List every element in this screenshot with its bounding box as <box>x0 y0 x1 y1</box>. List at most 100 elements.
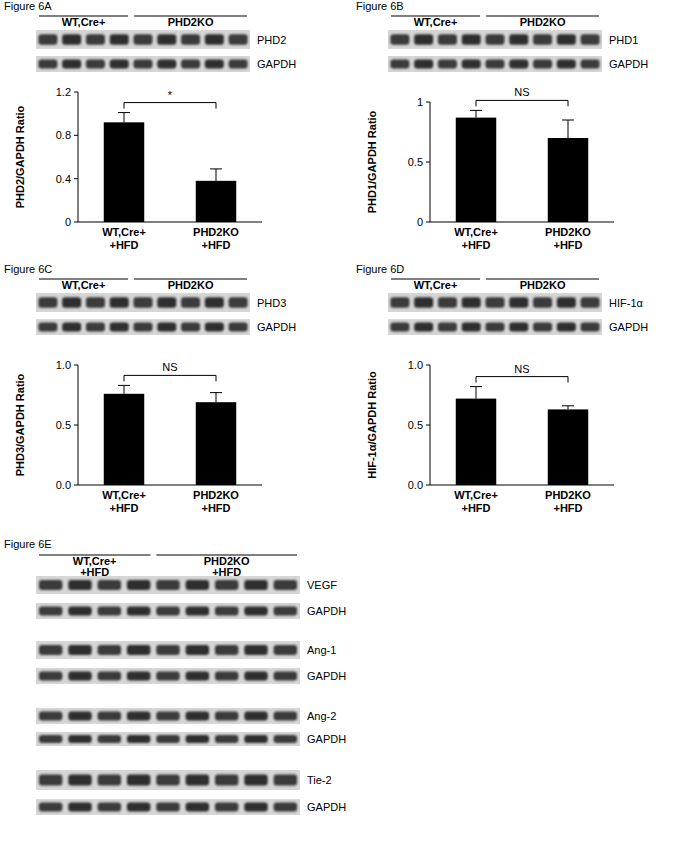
blot-band <box>38 34 57 45</box>
blot-band <box>39 774 62 785</box>
blot-band <box>229 297 248 308</box>
text-line: WT,Cre+ <box>62 279 106 291</box>
panel-title: Figure 6D <box>356 263 404 275</box>
blot-band <box>68 774 91 785</box>
blot-membrane <box>388 56 602 72</box>
text-line: PHD2KO <box>545 226 591 238</box>
blot-band <box>127 712 150 721</box>
panel-title: Figure 6C <box>4 263 52 275</box>
blot-band <box>157 323 176 332</box>
text-line: PHD2KO <box>193 489 239 501</box>
significance-label: * <box>168 89 173 101</box>
error-bar <box>562 120 574 138</box>
blot-band <box>533 34 552 45</box>
blot-band <box>509 297 528 308</box>
blot-band <box>156 607 179 616</box>
text-line: WT,Cre+ <box>414 16 458 28</box>
y-tick-label: 0 <box>417 216 423 228</box>
y-tick <box>74 365 78 366</box>
blot-band <box>215 735 238 743</box>
blot-band <box>86 34 105 45</box>
panel-6e: Figure 6EWT,Cre++HFDPHD2KO+HFDVEGFGAPDHA… <box>4 538 346 815</box>
y-tick-label: 0.5 <box>408 156 423 168</box>
category-label: WT,Cre++HFD <box>102 489 146 514</box>
y-tick-label: 1.0 <box>56 359 71 371</box>
error-bar <box>562 406 574 410</box>
error-cap <box>118 385 130 386</box>
blot-band <box>215 774 238 785</box>
blot-band <box>244 607 267 616</box>
blot-band <box>68 803 91 812</box>
error-bar <box>118 385 130 393</box>
blot-band <box>38 323 57 332</box>
text-line: +HFD <box>553 239 582 251</box>
blot-band <box>274 580 297 590</box>
blot-band <box>274 774 297 785</box>
blot-band <box>157 297 176 308</box>
group-label: WT,Cre++HFD <box>73 555 117 578</box>
text-line: +HFD <box>109 239 138 251</box>
band-label: PHD3 <box>257 297 286 309</box>
blot-band <box>38 60 57 69</box>
error-cap <box>210 168 222 169</box>
panel-title: Figure 6A <box>4 0 52 12</box>
blot-band <box>98 712 121 721</box>
blot-membrane <box>36 30 250 49</box>
significance-label: NS <box>514 363 529 375</box>
panel-title: Figure 6E <box>4 538 52 550</box>
band-label: VEGF <box>307 579 337 591</box>
blot-band <box>68 712 91 721</box>
significance-bracket <box>476 377 568 383</box>
blot-band <box>156 712 179 721</box>
blot-band <box>414 323 433 332</box>
figure: Figure 6AWT,Cre+PHD2KOPHD2GAPDH00.40.81.… <box>0 0 691 864</box>
blot-band <box>98 607 121 616</box>
panel: Figure 6AWT,Cre+PHD2KOPHD2GAPDH00.40.81.… <box>4 0 296 251</box>
blot-band <box>274 672 297 681</box>
blot-band <box>229 34 248 45</box>
bar <box>548 138 588 222</box>
band-label: GAPDH <box>307 670 346 682</box>
panel-title: Figure 6B <box>356 0 404 12</box>
group-label: PHD2KO+HFD <box>204 555 250 578</box>
blot-band <box>38 297 57 308</box>
category-label: PHD2KO+HFD <box>193 226 239 251</box>
blot-band <box>181 60 200 69</box>
blot-band <box>533 297 552 308</box>
error-stem <box>568 406 569 410</box>
y-tick <box>74 485 78 486</box>
panel: Figure 6BWT,Cre+PHD2KOPHD1GAPDH00.51PHD1… <box>356 0 648 251</box>
bars <box>456 387 588 485</box>
blot-band <box>244 712 267 721</box>
blot-membrane <box>36 732 300 746</box>
error-bar <box>470 387 482 399</box>
blot-band <box>274 803 297 812</box>
blot-band <box>39 803 62 812</box>
group-label: PHD2KO <box>168 279 214 291</box>
blot-band <box>274 607 297 616</box>
blot-band <box>156 774 179 785</box>
panel: Figure 6DWT,Cre+PHD2KOHIF-1αGAPDH0.00.51… <box>356 263 648 514</box>
significance-label: NS <box>162 361 177 373</box>
blot-band <box>274 712 297 721</box>
y-tick-label: 0.5 <box>56 419 71 431</box>
blot-band <box>244 774 267 785</box>
blot-band <box>581 60 600 69</box>
blot-band <box>244 645 267 655</box>
blot-band <box>39 712 62 721</box>
band-label: PHD2 <box>257 34 286 46</box>
text-line: +HFD <box>461 239 490 251</box>
blot-band <box>229 60 248 69</box>
blot-band <box>414 60 433 69</box>
blot-band <box>462 297 481 308</box>
blot-membrane <box>36 603 300 619</box>
group-label: WT,Cre+ <box>414 16 458 28</box>
error-bar <box>210 393 222 403</box>
y-tick <box>74 135 78 136</box>
y-axis-label: PHD2/GAPDH Ratio <box>14 105 26 208</box>
blot-band <box>39 645 62 655</box>
text-line: WT,Cre+ <box>102 489 146 501</box>
blot-band <box>127 672 150 681</box>
blot-band <box>557 297 576 308</box>
error-stem <box>568 120 569 138</box>
